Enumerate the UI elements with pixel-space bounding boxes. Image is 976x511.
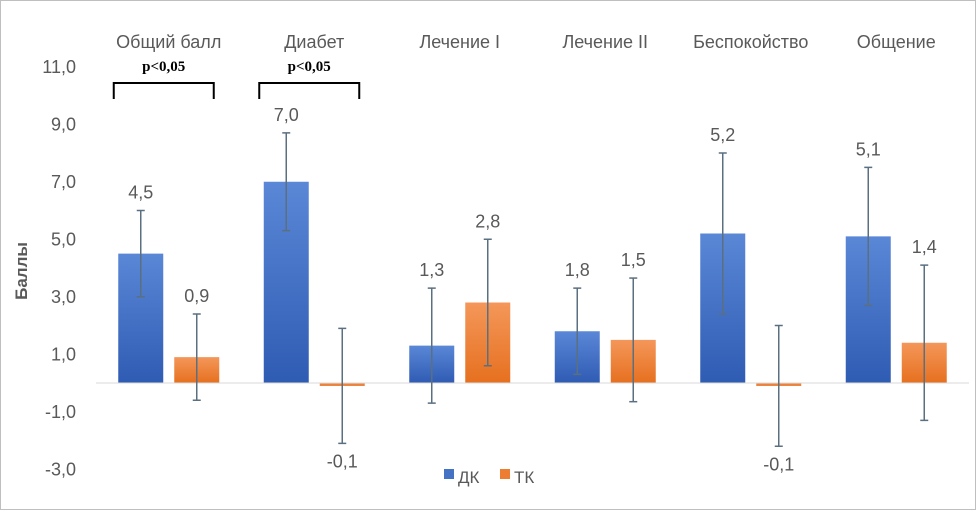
data-label: -0,1 [763, 454, 794, 474]
significance-annotation: p<0,05 [288, 59, 331, 75]
category-label: Беспокойство [693, 32, 808, 52]
y-tick-label: 9,0 [51, 114, 76, 134]
y-tick-label: 7,0 [51, 172, 76, 192]
legend-swatch-ТК [500, 469, 510, 479]
y-tick-label: -3,0 [45, 459, 76, 479]
data-label: 2,8 [475, 211, 500, 231]
data-label: -0,1 [327, 451, 358, 471]
legend-swatch-ДК [444, 469, 454, 479]
data-label: 1,3 [419, 260, 444, 280]
y-axis-label: Баллы [12, 242, 31, 300]
category-label: Лечение II [562, 32, 648, 52]
category-label: Общение [857, 32, 936, 52]
category-label: Общий балл [116, 32, 221, 52]
data-label: 4,5 [128, 183, 153, 203]
data-label: 0,9 [184, 286, 209, 306]
data-label: 5,1 [856, 139, 881, 159]
category-label: Диабет [284, 32, 344, 52]
category-label: Лечение I [419, 32, 500, 52]
significance-bracket [112, 82, 215, 99]
y-tick-label: -1,0 [45, 402, 76, 422]
data-label: 5,2 [710, 125, 735, 145]
legend-label: ТК [514, 468, 534, 487]
y-tick-label: 5,0 [51, 229, 76, 249]
y-tick-label: 3,0 [51, 287, 76, 307]
legend-label: ДК [458, 468, 480, 487]
data-label: 7,0 [274, 105, 299, 125]
y-tick-label: 1,0 [51, 344, 76, 364]
data-label: 1,8 [565, 260, 590, 280]
y-tick-label: 11,0 [42, 57, 76, 77]
data-label: 1,4 [912, 237, 937, 257]
significance-bracket [258, 82, 361, 99]
data-label: 1,5 [621, 250, 646, 270]
significance-annotation: p<0,05 [142, 59, 185, 75]
